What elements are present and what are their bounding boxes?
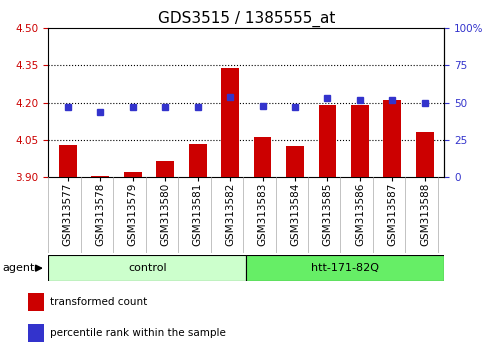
Text: GSM313580: GSM313580: [160, 183, 170, 246]
Text: GSM313584: GSM313584: [290, 183, 300, 246]
Text: GSM313581: GSM313581: [193, 183, 203, 246]
Text: GSM313582: GSM313582: [225, 183, 235, 246]
Text: percentile rank within the sample: percentile rank within the sample: [50, 328, 227, 338]
Title: GDS3515 / 1385555_at: GDS3515 / 1385555_at: [157, 11, 335, 27]
Text: GSM313585: GSM313585: [323, 183, 332, 246]
Bar: [246, 255, 444, 281]
Bar: [28, 324, 44, 342]
Bar: [91, 176, 109, 177]
Bar: [59, 145, 77, 177]
Bar: [221, 68, 239, 177]
Text: GSM313586: GSM313586: [355, 183, 365, 246]
Text: htt-171-82Q: htt-171-82Q: [312, 263, 379, 273]
Text: GSM313588: GSM313588: [420, 183, 430, 246]
Bar: [286, 146, 304, 177]
Text: GSM313577: GSM313577: [63, 183, 73, 246]
Bar: [189, 143, 207, 177]
Bar: [48, 255, 246, 281]
Bar: [124, 172, 142, 177]
Bar: [156, 161, 174, 177]
Bar: [351, 105, 369, 177]
Bar: [254, 137, 271, 177]
Bar: [416, 132, 434, 177]
Bar: [28, 293, 44, 311]
Bar: [319, 105, 337, 177]
Text: GSM313579: GSM313579: [128, 183, 138, 246]
Bar: [384, 100, 401, 177]
Text: GSM313587: GSM313587: [387, 183, 398, 246]
Text: agent: agent: [2, 263, 35, 273]
Text: control: control: [128, 263, 167, 273]
Text: GSM313578: GSM313578: [95, 183, 105, 246]
Text: transformed count: transformed count: [50, 297, 148, 307]
Text: GSM313583: GSM313583: [257, 183, 268, 246]
